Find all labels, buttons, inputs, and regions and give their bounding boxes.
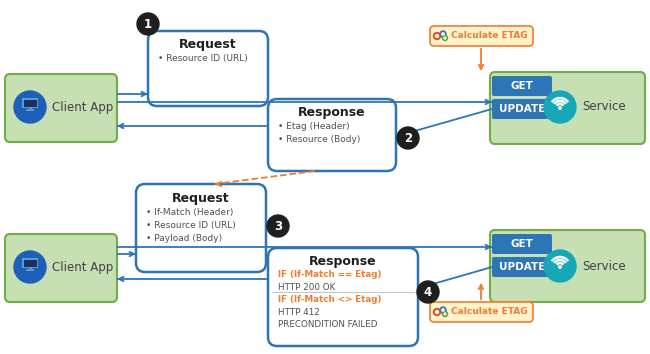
Bar [26,269,34,270]
Circle shape [440,307,446,313]
FancyBboxPatch shape [430,302,533,322]
Text: UPDATE: UPDATE [499,262,545,272]
Circle shape [434,33,441,40]
Bar [29,268,31,270]
Text: Service: Service [582,259,625,273]
Text: Response: Response [298,106,366,119]
Circle shape [397,127,419,149]
Text: • Resource ID (URL): • Resource ID (URL) [146,221,236,230]
Text: • Etag (Header): • Etag (Header) [278,122,350,131]
Bar [29,108,31,110]
Circle shape [444,37,446,39]
Circle shape [434,308,441,315]
Text: IF (If-Match <> Etag): IF (If-Match <> Etag) [278,295,382,304]
Text: • Resource (Body): • Resource (Body) [278,135,360,144]
FancyBboxPatch shape [492,257,552,277]
Bar [23,100,36,107]
Circle shape [442,33,444,35]
Circle shape [440,31,446,37]
Text: UPDATE: UPDATE [499,104,545,114]
Circle shape [436,34,439,38]
Circle shape [443,35,447,40]
Text: 4: 4 [424,285,432,298]
Text: GET: GET [510,239,534,249]
FancyBboxPatch shape [490,72,645,144]
Circle shape [544,250,576,282]
FancyBboxPatch shape [490,230,645,302]
Circle shape [436,310,439,314]
Circle shape [417,281,439,303]
Text: • Resource ID (URL): • Resource ID (URL) [158,54,248,63]
Text: Service: Service [582,101,625,114]
Text: • If-Match (Header): • If-Match (Header) [146,208,233,217]
Text: Request: Request [172,192,230,205]
Circle shape [267,215,289,237]
Text: GET: GET [510,81,534,91]
FancyBboxPatch shape [492,99,552,119]
Circle shape [559,266,561,268]
Bar [22,98,38,108]
FancyBboxPatch shape [5,234,117,302]
Text: • Payload (Body): • Payload (Body) [146,234,222,243]
FancyBboxPatch shape [492,76,552,96]
FancyBboxPatch shape [136,184,266,272]
FancyBboxPatch shape [430,26,533,46]
Text: Client App: Client App [52,261,113,274]
Text: Calculate ETAG: Calculate ETAG [451,32,528,40]
FancyBboxPatch shape [268,99,396,171]
Text: HTTP 200 OK: HTTP 200 OK [278,283,335,292]
Text: PRECONDITION FAILED: PRECONDITION FAILED [278,320,378,329]
Bar [22,258,38,268]
FancyBboxPatch shape [492,234,552,254]
Circle shape [444,313,446,315]
Bar [26,109,34,110]
Circle shape [442,309,444,311]
Text: HTTP 412: HTTP 412 [278,308,320,317]
Circle shape [14,251,46,283]
Circle shape [137,13,159,35]
Bar [23,260,36,267]
FancyBboxPatch shape [268,248,418,346]
Text: Client App: Client App [52,101,113,114]
Circle shape [559,107,561,109]
Text: Calculate ETAG: Calculate ETAG [451,308,528,316]
Text: 2: 2 [404,131,412,144]
Text: IF (If-Match == Etag): IF (If-Match == Etag) [278,270,382,279]
Circle shape [544,91,576,123]
Text: 1: 1 [144,17,152,30]
Text: Response: Response [309,255,377,268]
FancyBboxPatch shape [148,31,268,106]
Text: Request: Request [179,38,237,51]
Circle shape [14,91,46,123]
FancyBboxPatch shape [5,74,117,142]
Text: 3: 3 [274,219,282,233]
Circle shape [443,312,447,316]
